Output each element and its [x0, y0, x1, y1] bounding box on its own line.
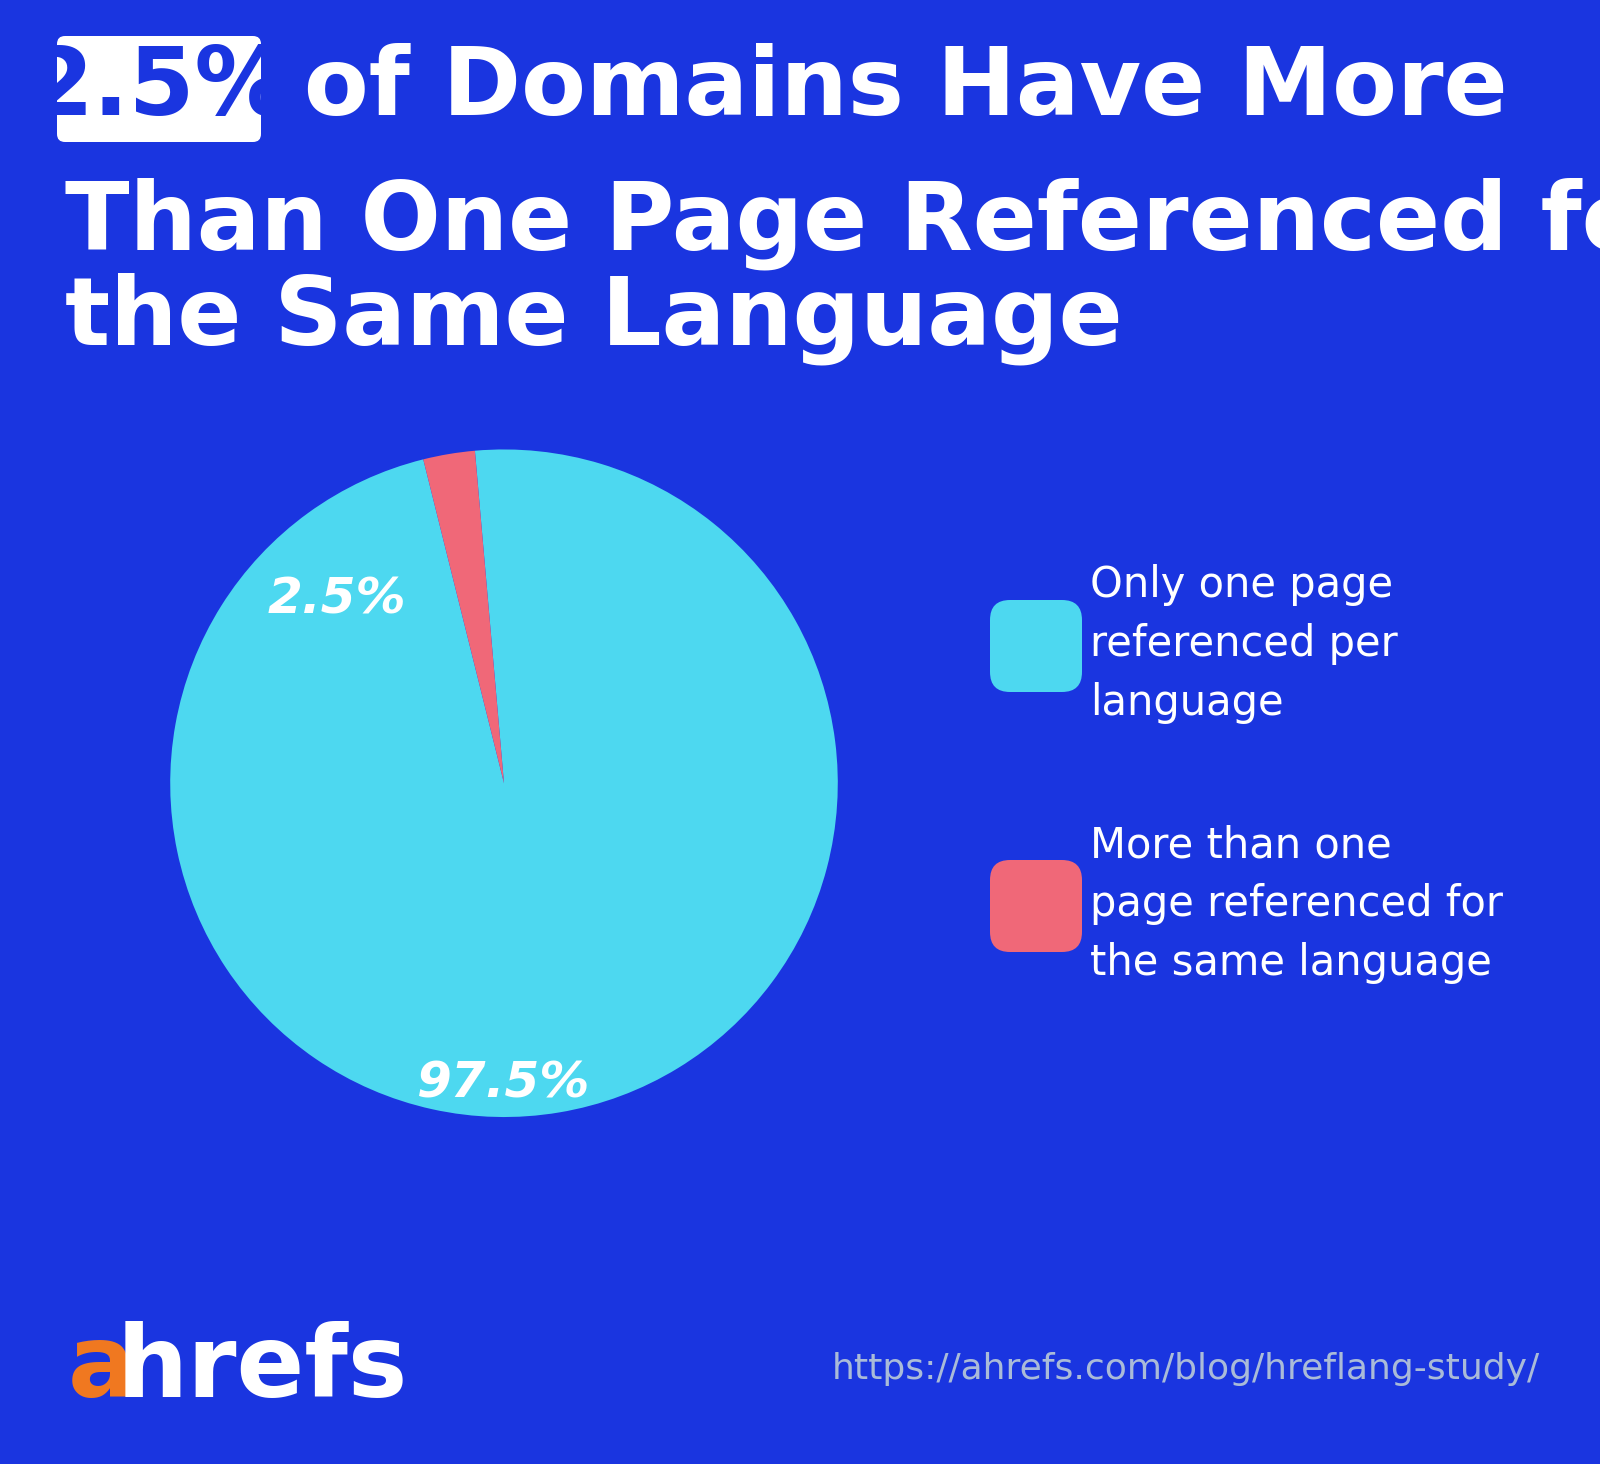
Text: 2.5%: 2.5% — [267, 575, 406, 624]
Text: Than One Page Referenced for: Than One Page Referenced for — [66, 177, 1600, 271]
Text: the Same Language: the Same Language — [66, 272, 1123, 365]
Text: of Domains Have More: of Domains Have More — [270, 42, 1507, 135]
Text: More than one
page referenced for
the same language: More than one page referenced for the sa… — [1090, 824, 1502, 984]
FancyBboxPatch shape — [58, 37, 261, 142]
FancyBboxPatch shape — [990, 600, 1082, 692]
Wedge shape — [170, 449, 838, 1117]
FancyBboxPatch shape — [990, 859, 1082, 952]
Text: a: a — [67, 1321, 136, 1417]
Text: hrefs: hrefs — [117, 1321, 408, 1417]
Text: https://ahrefs.com/blog/hreflang-study/: https://ahrefs.com/blog/hreflang-study/ — [832, 1351, 1539, 1386]
Text: 2.5%: 2.5% — [27, 42, 290, 135]
Text: Only one page
referenced per
language: Only one page referenced per language — [1090, 565, 1398, 723]
Wedge shape — [424, 451, 504, 783]
Text: 97.5%: 97.5% — [418, 1060, 590, 1108]
